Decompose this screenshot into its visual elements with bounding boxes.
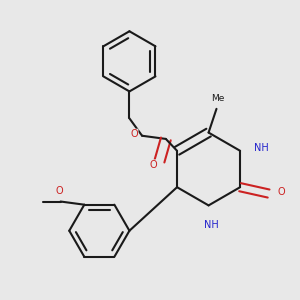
- Text: O: O: [130, 129, 138, 139]
- Text: Me: Me: [212, 94, 225, 103]
- Text: O: O: [149, 160, 157, 170]
- Text: NH: NH: [204, 220, 218, 230]
- Text: NH: NH: [254, 142, 269, 153]
- Text: O: O: [278, 187, 285, 197]
- Text: O: O: [55, 186, 63, 196]
